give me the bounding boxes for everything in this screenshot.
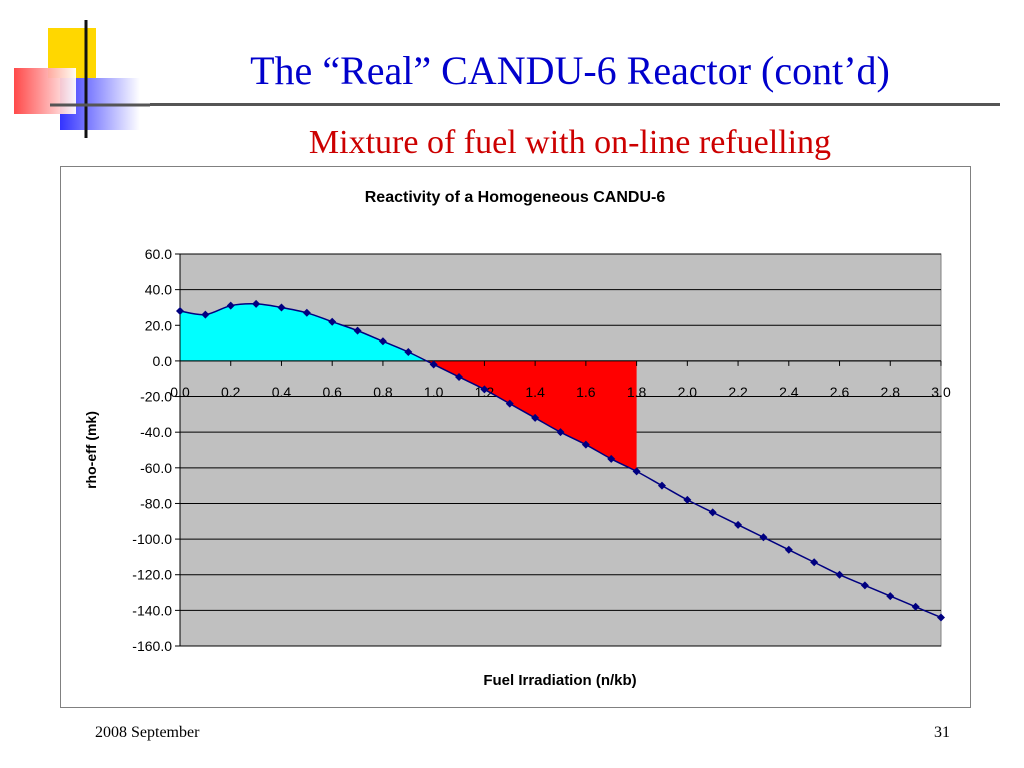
data-point bbox=[176, 307, 184, 316]
x-tick-label: 1.6 bbox=[576, 384, 596, 400]
data-point bbox=[353, 326, 362, 335]
y-tick-label: -140.0 bbox=[132, 602, 172, 618]
y-tick-label: -120.0 bbox=[132, 567, 172, 583]
x-tick-label: 0.2 bbox=[221, 384, 241, 400]
positive-reactivity-fill bbox=[180, 303, 429, 362]
data-point bbox=[810, 558, 819, 567]
data-point bbox=[404, 348, 413, 356]
x-tick-label: 1.0 bbox=[424, 384, 444, 400]
slide-logo bbox=[14, 20, 150, 138]
x-tick-label: 0.4 bbox=[272, 384, 292, 400]
y-tick-label: 60.0 bbox=[145, 246, 172, 262]
data-point bbox=[581, 440, 590, 449]
x-tick-label: 2.4 bbox=[779, 384, 799, 400]
page-number: 31 bbox=[934, 724, 950, 741]
series-points bbox=[176, 299, 945, 622]
y-tick-label: -60.0 bbox=[140, 460, 172, 476]
y-axis-label: rho-eff (mk) bbox=[83, 411, 99, 489]
title-underline bbox=[150, 103, 1000, 106]
data-point bbox=[328, 317, 337, 326]
data-point bbox=[657, 481, 666, 490]
data-point bbox=[226, 301, 235, 310]
logo-red-square bbox=[14, 68, 76, 114]
y-tick-labels: 60.0 40.0 20.0 0.0 -20.0 -40.0 -60.0 -80.0 -100.… bbox=[132, 246, 180, 654]
y-tick-label: 40.0 bbox=[145, 282, 172, 298]
data-point bbox=[683, 495, 692, 504]
x-tick-label: 1.8 bbox=[627, 384, 647, 400]
data-point bbox=[302, 308, 311, 317]
chart-title: Reactivity of a Homogeneous CANDU-6 bbox=[365, 189, 666, 206]
data-point bbox=[378, 337, 387, 346]
data-point bbox=[429, 360, 438, 369]
x-tick-label: 2.8 bbox=[881, 384, 901, 400]
data-point bbox=[759, 533, 768, 542]
x-tick-label: 0.8 bbox=[373, 384, 393, 400]
x-axis-label: Fuel Irradiation (n/kb) bbox=[483, 672, 636, 689]
y-tick-label: -100.0 bbox=[132, 531, 172, 547]
data-point bbox=[455, 372, 464, 381]
y-tick-label: -20.0 bbox=[140, 389, 172, 405]
data-point bbox=[734, 520, 743, 529]
data-point bbox=[607, 454, 616, 463]
data-point bbox=[784, 545, 793, 554]
x-tick-label: 0.6 bbox=[322, 384, 342, 400]
data-point bbox=[505, 399, 514, 408]
footer-date: 2008 September bbox=[95, 724, 200, 741]
data-point bbox=[937, 613, 945, 622]
data-point bbox=[556, 428, 565, 437]
data-point bbox=[708, 508, 717, 517]
y-tick-label: 0.0 bbox=[153, 353, 173, 369]
data-point bbox=[252, 299, 261, 308]
y-tick-label: 20.0 bbox=[145, 317, 172, 333]
data-point bbox=[886, 592, 895, 601]
y-tick-label: -160.0 bbox=[132, 638, 172, 654]
x-tick-label: 2.6 bbox=[830, 384, 850, 400]
x-tick-label: 0.0 bbox=[170, 384, 190, 400]
data-point bbox=[201, 310, 210, 319]
y-tick-label: -40.0 bbox=[140, 424, 172, 440]
x-tick-label: 3.0 bbox=[931, 384, 951, 400]
data-point bbox=[277, 303, 286, 312]
data-point bbox=[911, 602, 920, 611]
y-tick-label: -80.0 bbox=[140, 495, 172, 511]
x-tick-label: 1.4 bbox=[525, 384, 545, 400]
data-point bbox=[632, 467, 641, 476]
x-tick-label: 2.2 bbox=[728, 384, 748, 400]
data-point bbox=[835, 570, 844, 579]
slide-title: The “Real” CANDU-6 Reactor (cont’d) bbox=[250, 48, 890, 93]
data-point bbox=[480, 385, 489, 394]
slide-subtitle: Mixture of fuel with on-line refuelling bbox=[308, 124, 832, 161]
reactivity-chart: Reactivity of a Homogeneous CANDU-6 60.0… bbox=[83, 189, 951, 689]
x-tick-label: 2.0 bbox=[678, 384, 698, 400]
data-point bbox=[531, 413, 540, 422]
data-point bbox=[860, 581, 869, 590]
